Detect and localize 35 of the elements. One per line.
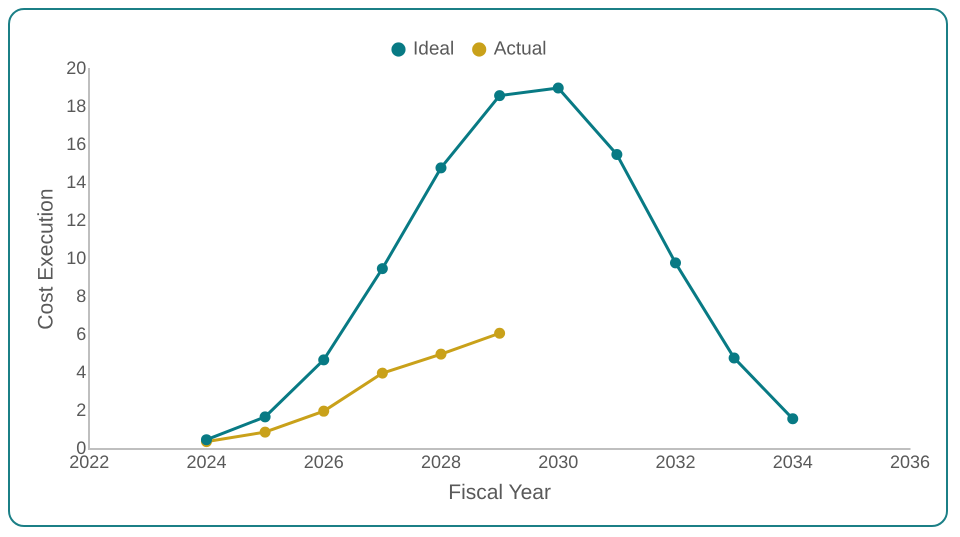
x-tick-label: 2032: [655, 452, 696, 472]
x-tick-label: 2024: [186, 452, 226, 472]
point: [787, 413, 798, 424]
point: [552, 82, 564, 94]
y-tick-label: 4: [76, 362, 86, 382]
y-tick-label: 12: [66, 210, 86, 230]
point: [318, 354, 330, 366]
y-tick-label: 18: [66, 96, 86, 116]
x-tick-label: 2036: [890, 452, 930, 472]
point: [376, 263, 388, 274]
point: [376, 368, 388, 379]
point: [611, 149, 622, 160]
x-tick-label: 2034: [772, 452, 813, 472]
point: [435, 162, 446, 174]
point: [318, 406, 330, 417]
point: [494, 328, 506, 339]
point: [670, 257, 681, 268]
point: [728, 352, 740, 364]
point: [435, 348, 446, 360]
y-tick-label: 6: [76, 324, 86, 344]
x-tick-label: 2026: [304, 452, 344, 472]
legend-label: Actual: [494, 38, 547, 60]
x-tick-label: 2030: [538, 452, 578, 472]
x-tick-label: 2028: [420, 452, 462, 472]
legend-label: Ideal: [412, 38, 454, 60]
y-tick-label: 20: [66, 58, 86, 78]
y-tick-label: 16: [66, 134, 86, 154]
y-tick-label: 10: [66, 248, 86, 268]
point: [494, 90, 506, 102]
y-tick-label: 2: [76, 400, 86, 420]
point: [260, 411, 271, 422]
y-tick-label: 8: [76, 286, 86, 306]
y-tick-label: 14: [66, 172, 86, 192]
point: [260, 426, 271, 438]
y-axis-title: Cost Execution: [34, 188, 58, 330]
